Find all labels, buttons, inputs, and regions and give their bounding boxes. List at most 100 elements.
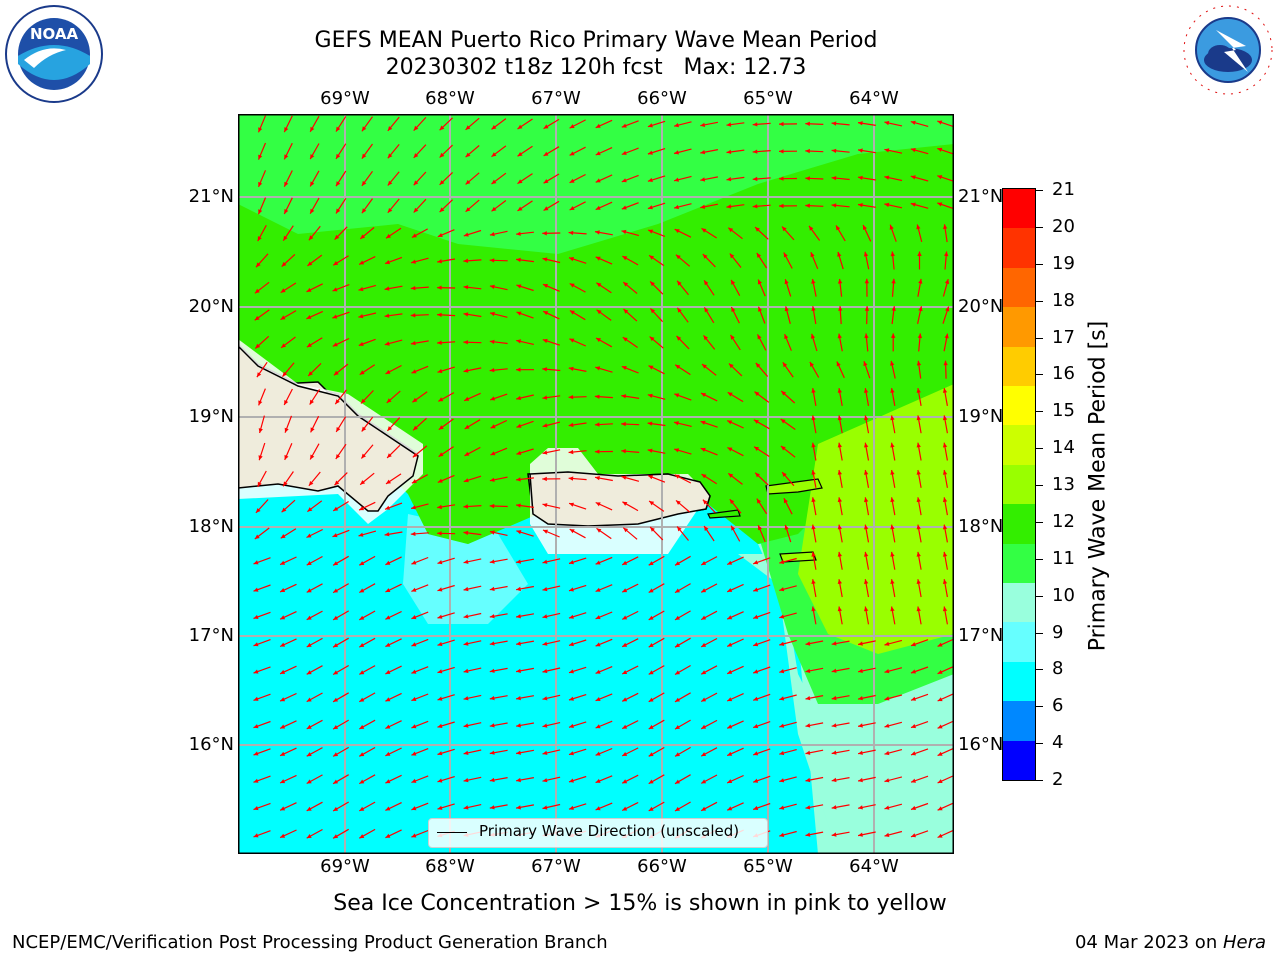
wave-arrow-head — [674, 177, 679, 182]
wave-arrow-head — [489, 339, 495, 344]
wave-arrow-head — [253, 587, 259, 592]
colorbar-tick-mark — [1036, 706, 1043, 708]
wave-arrow-head — [306, 697, 312, 702]
wave-arrow-head — [384, 532, 390, 537]
wave-arrow-head — [595, 205, 601, 210]
wave-arrow-head — [437, 614, 443, 619]
wave-arrow-head — [811, 606, 816, 612]
longitude-label: 68°W — [425, 856, 475, 877]
wave-arrow-head — [280, 588, 286, 592]
wave-arrow-head — [752, 149, 758, 154]
wave-arrow-head — [864, 442, 869, 448]
wave-arrow-head — [438, 425, 444, 430]
wave-arrow-head — [943, 360, 948, 366]
wave-arrow-head — [284, 181, 289, 187]
wave-arrow-head — [253, 669, 259, 674]
wave-arrow-head — [543, 179, 549, 184]
colorbar-tick-mark — [1036, 521, 1043, 523]
wave-arrow-head — [438, 452, 444, 457]
wave-arrow-head — [387, 426, 392, 431]
wave-arrow-head — [490, 451, 496, 456]
wave-arrow-head — [387, 126, 393, 131]
wave-arrow-head — [281, 261, 287, 267]
wave-arrow-head — [306, 779, 312, 784]
wave-arrow-head — [937, 147, 943, 152]
wave-arrow-head — [675, 588, 680, 593]
longitude-label: 67°W — [531, 88, 581, 109]
colorbar-tick-label: 6 — [1052, 695, 1064, 717]
wave-arrow-head — [413, 425, 418, 431]
wave-arrow-head — [569, 805, 574, 810]
colorbar-tick-label: 2 — [1052, 769, 1064, 790]
wave-arrow-head — [517, 124, 523, 129]
colorbar-tick-label: 14 — [1052, 437, 1075, 459]
wave-arrow-head — [858, 750, 863, 755]
wave-arrow-head — [253, 778, 259, 783]
wave-arrow-head — [595, 724, 601, 729]
wave-arrow-head — [784, 334, 789, 340]
colorbar-tick-mark — [1036, 669, 1043, 671]
wave-arrow-head — [542, 367, 547, 372]
wave-arrow-head — [542, 723, 548, 728]
wave-arrow-head — [648, 615, 654, 620]
wave-arrow-head — [675, 806, 680, 811]
chart-subtitle: 20230302 t18z 120h fcst Max: 12.73 — [385, 55, 807, 80]
wave-arrow-head — [359, 724, 365, 729]
wave-arrow-head — [622, 642, 628, 647]
wave-arrow-head — [542, 231, 547, 236]
wave-arrow-head — [704, 307, 709, 313]
footer-date: 04 Mar 2023 on — [1074, 932, 1223, 953]
colorbar-title: Primary Wave Mean Period [s] — [1085, 320, 1111, 652]
wave-arrow-head — [595, 751, 601, 756]
wave-arrow-head — [753, 642, 759, 647]
wave-arrow-head — [568, 422, 574, 428]
wave-arrow-head — [784, 279, 789, 285]
longitude-label: 66°W — [637, 856, 687, 877]
wave-arrow-head — [516, 257, 521, 263]
wave-arrow-head — [410, 341, 416, 346]
wave-arrow-head — [837, 251, 842, 257]
wave-arrow-head — [490, 311, 495, 317]
wave-arrow-head — [358, 286, 364, 292]
wave-arrow-head — [542, 750, 548, 755]
wave-arrow-head — [306, 806, 312, 811]
wave-arrow-head — [543, 124, 549, 129]
wave-arrow-head — [490, 424, 496, 429]
colorbar-segment — [1003, 228, 1035, 268]
wave-arrow-head — [648, 670, 654, 675]
wave-arrow-head — [937, 779, 943, 783]
colorbar-tick-mark — [1036, 558, 1043, 560]
wave-arrow-head — [704, 280, 709, 286]
wave-arrow-head — [781, 391, 787, 396]
wave-arrow-head — [753, 696, 759, 701]
colorbar-tick-label: 20 — [1052, 215, 1075, 237]
wave-arrow-head — [411, 778, 417, 783]
colorbar-tick-mark — [1036, 595, 1043, 597]
wave-arrow-head — [413, 125, 419, 131]
wave-arrow-head — [937, 175, 943, 180]
wave-arrow-head — [701, 474, 707, 479]
wave-arrow-head — [411, 505, 416, 510]
wave-arrow-head — [937, 697, 943, 702]
wave-arrow-head — [595, 230, 600, 235]
wave-arrow-head — [253, 696, 259, 701]
wave-arrow-head — [864, 278, 869, 284]
wave-arrow-head — [463, 641, 469, 646]
wave-arrow-head — [385, 560, 391, 565]
wave-arrow-head — [701, 642, 707, 647]
wave-arrow-head — [595, 151, 601, 156]
wave-arrow-head — [284, 454, 289, 460]
wave-arrow-head — [254, 534, 260, 539]
wave-arrow-head — [701, 588, 707, 593]
wave-arrow-head — [359, 752, 365, 757]
wave-arrow-head — [890, 251, 895, 257]
wave-arrow-head — [675, 752, 680, 757]
wave-arrow-head — [942, 415, 948, 421]
wave-arrow-head — [437, 778, 443, 783]
wave-arrow-head — [647, 393, 653, 398]
wave-arrow-head — [884, 669, 890, 674]
wave-arrow-head — [858, 175, 863, 180]
wave-arrow-head — [333, 834, 339, 839]
wave-arrow-head — [595, 587, 601, 592]
wave-arrow-head — [411, 642, 417, 647]
